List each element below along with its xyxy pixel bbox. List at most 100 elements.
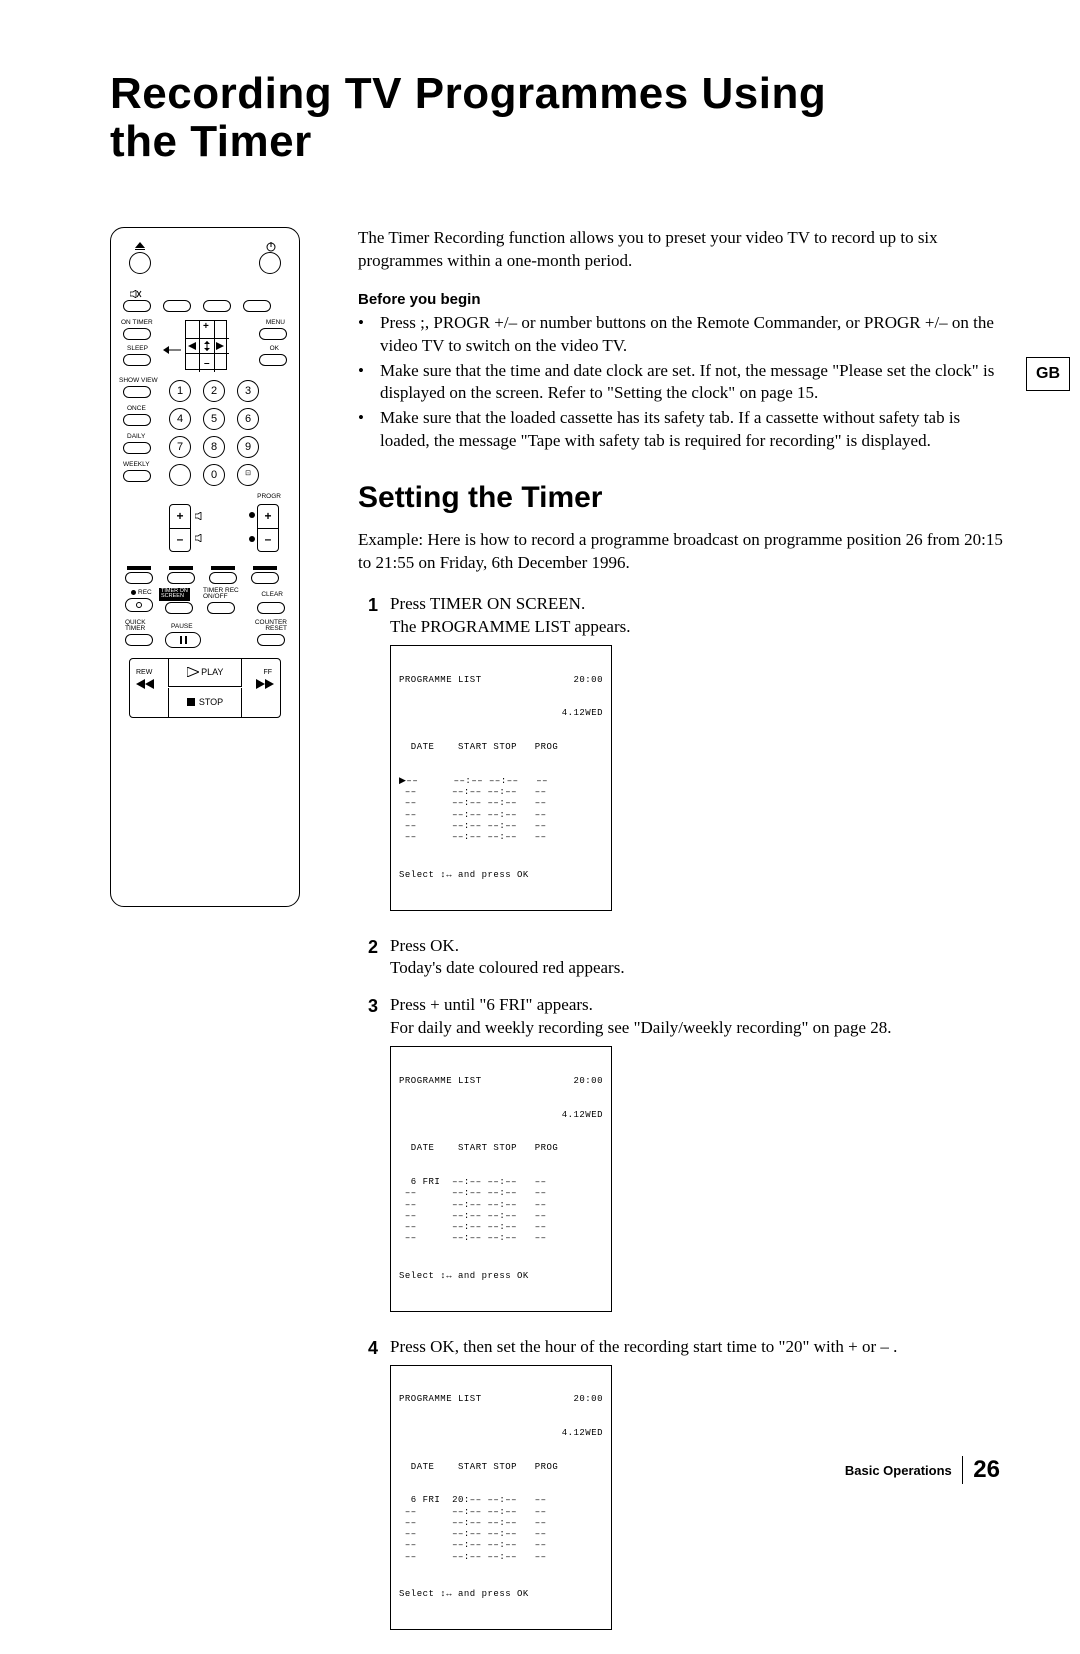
color-blue xyxy=(251,572,279,584)
dash-button xyxy=(169,464,191,486)
bullet-2: Make sure that the time and date clock a… xyxy=(380,360,1010,406)
nav-plus: + xyxy=(203,321,209,332)
dot-icon xyxy=(249,512,255,518)
screen-clock-time: 20:00 xyxy=(573,1076,603,1087)
step-num: 1 xyxy=(358,593,378,920)
once-label: ONCE xyxy=(127,406,146,413)
page-title: Recording TV Programmes Using the Timer xyxy=(110,70,1010,167)
teletext-button xyxy=(163,300,191,312)
num-9: 9 xyxy=(237,436,259,458)
page-number: 26 xyxy=(973,1456,1000,1484)
num-8: 8 xyxy=(203,436,225,458)
vol-rocker: + – xyxy=(169,504,191,552)
progr-plus: + xyxy=(258,505,278,529)
step-3: 3 Press + until "6 FRI" appears. For dai… xyxy=(358,994,1010,1321)
ok-label: OK xyxy=(270,346,279,353)
stop-button: STOP xyxy=(168,688,242,717)
step-num: 3 xyxy=(358,994,378,1321)
daily-label: DAILY xyxy=(127,434,145,441)
screen-title: PROGRAMME LIST xyxy=(399,675,482,686)
bullet-list: •Press ;, PROGR +/– or number buttons on… xyxy=(358,312,1010,454)
ff-icon xyxy=(256,679,274,689)
screen-clock-time: 20:00 xyxy=(573,1394,603,1405)
screen-title: PROGRAMME LIST xyxy=(399,1394,482,1405)
screen-2: PROGRAMME LIST20:00 4.12WED DATE START S… xyxy=(390,1046,612,1312)
clear-button xyxy=(257,602,285,614)
showview-label: SHOW VIEW xyxy=(119,378,158,385)
pause-button xyxy=(165,632,201,648)
num-7: 7 xyxy=(169,436,191,458)
num-2: 2 xyxy=(203,380,225,402)
bullet-3: Make sure that the loaded cassette has i… xyxy=(380,407,1010,453)
step-3-line-1: Press + until "6 FRI" appears. xyxy=(390,994,1010,1017)
color-yellow xyxy=(209,572,237,584)
step-4: 4 Press OK, then set the hour of the rec… xyxy=(358,1336,1010,1640)
num-4: 4 xyxy=(169,408,191,430)
gb-label: GB xyxy=(1036,365,1060,383)
screen-clock-date: 4.12WED xyxy=(399,708,603,719)
progr-minus: – xyxy=(258,529,278,553)
footer-divider xyxy=(962,1456,964,1484)
rew-icon xyxy=(136,679,154,689)
step-4-line-1: Press OK, then set the hour of the recor… xyxy=(390,1336,1010,1359)
sleep-label: SLEEP xyxy=(127,346,148,353)
transport-block: PLAY REW FF STOP xyxy=(129,658,281,718)
speaker-icon xyxy=(195,512,205,520)
menu-button xyxy=(259,328,287,340)
creset-label: COUNTERRESET xyxy=(255,620,287,633)
bullet-dot: • xyxy=(358,407,372,453)
speaker-icon-2 xyxy=(195,534,205,542)
tos-button xyxy=(165,602,193,614)
color-mark-1 xyxy=(127,566,151,570)
weekly-label: WEEKLY xyxy=(123,462,150,469)
step-2: 2 Press OK. Today's date coloured red ap… xyxy=(358,935,1010,981)
before-heading: Before you begin xyxy=(358,291,1010,308)
screen-3: PROGRAMME LIST20:00 4.12WED DATE START S… xyxy=(390,1365,612,1631)
enter-button: ⊡ xyxy=(237,464,259,486)
num-0: 0 xyxy=(203,464,225,486)
sleep-button xyxy=(123,354,151,366)
troff-label: TIMER RECON/OFF xyxy=(203,588,239,601)
eject-button xyxy=(129,252,151,274)
nav-pad: + – xyxy=(185,320,227,370)
nav-minus: – xyxy=(204,358,210,369)
troff-button xyxy=(207,602,235,614)
power-button xyxy=(259,252,281,274)
step-2-line-2: Today's date coloured red appears. xyxy=(390,957,1010,980)
play-button: PLAY xyxy=(168,659,242,687)
screen-title: PROGRAMME LIST xyxy=(399,1076,482,1087)
mute-icon xyxy=(130,290,142,298)
dot-icon-2 xyxy=(249,536,255,542)
remote-illustration: ON TIMER MENU SLEEP OK + – SHOW VI xyxy=(110,227,300,907)
title-line-2: the Timer xyxy=(110,117,312,166)
color-mark-2 xyxy=(169,566,193,570)
screen-rows: 6 FRI 20:–– ––:–– –– –– ––:–– ––:–– –– –… xyxy=(399,1495,603,1563)
color-red xyxy=(125,572,153,584)
clear-label: CLEAR xyxy=(261,592,283,599)
step-1-line-1: Press TIMER ON SCREEN. xyxy=(390,593,1010,616)
num-1: 1 xyxy=(169,380,191,402)
step-3-line-2: For daily and weekly recording see "Dail… xyxy=(390,1017,1010,1040)
tos-label: TIMER ONSCREEN xyxy=(159,588,190,601)
example-para: Example: Here is how to record a program… xyxy=(358,529,1010,575)
num-6: 6 xyxy=(237,408,259,430)
screen-rows: ▶–– ––:–– ––:–– –– –– ––:–– ––:–– –– –– … xyxy=(399,776,603,844)
footer-section: Basic Operations xyxy=(845,1463,952,1478)
stop-label: STOP xyxy=(199,697,223,707)
play-icon xyxy=(187,667,199,677)
menu-label: MENU xyxy=(266,320,285,327)
play-label: PLAY xyxy=(201,667,223,677)
step-1-line-2: The PROGRAMME LIST appears. xyxy=(390,616,1010,639)
gb-badge: GB xyxy=(1026,357,1070,391)
qtimer-button xyxy=(125,634,153,646)
screen-cols: DATE START STOP PROG xyxy=(399,1462,603,1473)
creset-button xyxy=(257,634,285,646)
screen-footer-line: Select ↕↔ and press OK xyxy=(399,1271,603,1282)
color-mark-4 xyxy=(253,566,277,570)
screen-clock-date: 4.12WED xyxy=(399,1110,603,1121)
back-arrow-icon xyxy=(163,346,181,354)
title-line-1: Recording TV Programmes Using xyxy=(110,69,826,118)
num-3: 3 xyxy=(237,380,259,402)
mute-button xyxy=(123,300,151,312)
color-green xyxy=(167,572,195,584)
